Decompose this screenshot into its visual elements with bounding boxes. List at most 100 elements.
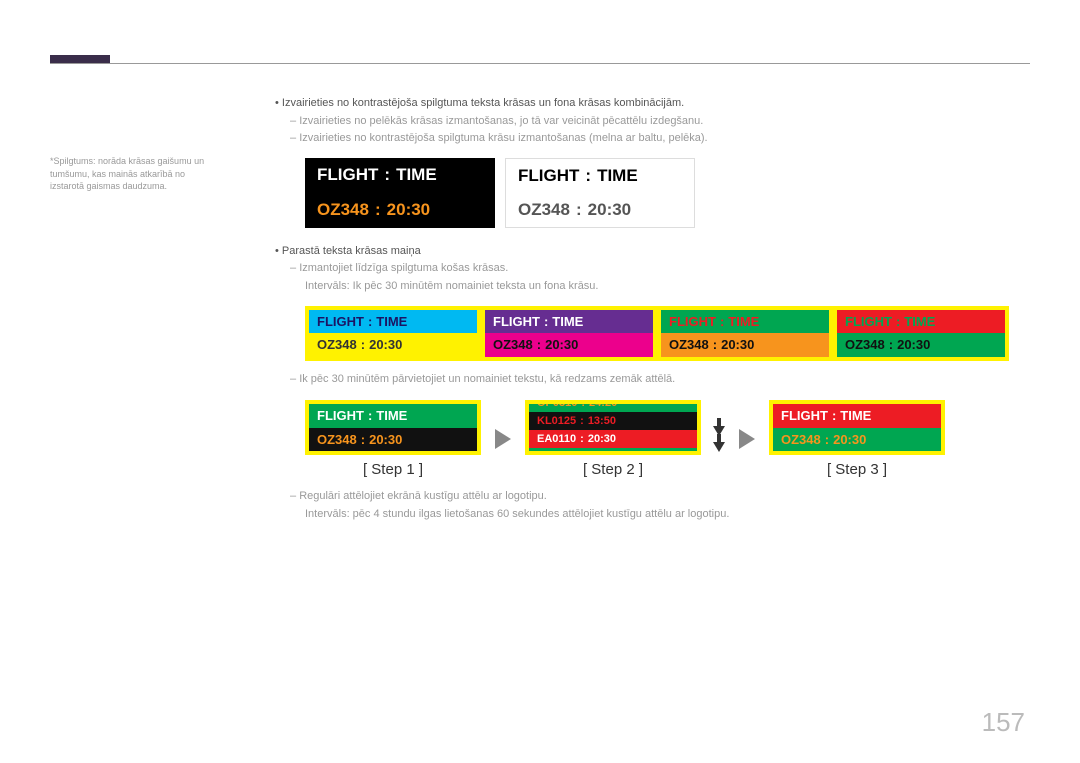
s: :	[580, 415, 584, 427]
t: 13:50	[588, 415, 616, 427]
l: OZ348	[317, 337, 357, 352]
step1-board: FLIGHT:TIME OZ348:20:30	[305, 400, 481, 455]
code: OZ348	[518, 200, 570, 220]
bullet-subsub: Intervāls: pēc 4 stundu ilgas lietošanas…	[265, 506, 1045, 524]
s: :	[361, 337, 365, 352]
divider	[50, 63, 1030, 64]
time: 20:30	[387, 200, 430, 220]
l: FLIGHT	[845, 314, 892, 329]
s: :	[368, 314, 372, 329]
l: OZ348	[669, 337, 709, 352]
l: OZ348	[317, 432, 357, 447]
bullet-block-2: Parastā teksta krāsas maiņa Izmantojiet …	[265, 243, 1045, 296]
bullet-subsub: Intervāls: Ik pēc 30 minūtēm nomainiet t…	[265, 278, 1045, 296]
mini-board-3: FLIGHT:TIME OZ348:20:30	[657, 306, 833, 361]
contrast-example-boards: FLIGHT:TIME OZ348:20:30 FLIGHT:TIME OZ34…	[305, 158, 1045, 228]
l: FLIGHT	[317, 314, 364, 329]
bullet-line: Parastā teksta krāsas maiņa	[265, 243, 1045, 261]
brightness-footnote: *Spilgtums: norāda krāsas gaišumu un tum…	[50, 155, 220, 193]
page-number: 157	[982, 707, 1025, 738]
step-1: FLIGHT:TIME OZ348:20:30 [ Step 1 ]	[305, 400, 481, 478]
step-3: FLIGHT:TIME OZ348:20:30 [ Step 3 ]	[769, 400, 945, 478]
bullet-sub: Izmantojiet līdzīga spilgtuma košas krās…	[265, 260, 1045, 278]
s: :	[581, 400, 585, 409]
scroll-arrows	[713, 426, 725, 452]
sep: :	[585, 166, 591, 186]
s: :	[580, 433, 584, 445]
c: KL0125	[537, 415, 576, 427]
t: 16:50	[588, 451, 616, 455]
arrow-right-icon	[495, 429, 511, 449]
bullet-block-4: Regulāri attēlojiet ekrānā kustīgu attēl…	[265, 488, 1045, 523]
s: :	[368, 408, 372, 423]
r: TIME	[376, 314, 407, 329]
s: :	[889, 337, 893, 352]
c: OP0310	[537, 400, 577, 409]
s: :	[361, 432, 365, 447]
r: TIME	[904, 314, 935, 329]
code: OZ348	[317, 200, 369, 220]
bullet-block-3: Ik pēc 30 minūtēm pārvietojiet un nomain…	[265, 371, 1045, 389]
bullet-block-1: Izvairieties no kontrastējoša spilgtuma …	[265, 95, 1045, 148]
sep: :	[375, 200, 381, 220]
l: OZ348	[493, 337, 533, 352]
r: 20:30	[833, 432, 866, 447]
t: 20:30	[588, 433, 616, 445]
r: TIME	[728, 314, 759, 329]
t: 24:20	[589, 400, 617, 409]
label-flight: FLIGHT	[317, 165, 378, 185]
l: FLIGHT	[317, 408, 364, 423]
r: 20:30	[721, 337, 754, 352]
board-light: FLIGHT:TIME OZ348:20:30	[505, 158, 695, 228]
r: 20:30	[369, 337, 402, 352]
sep: :	[384, 165, 390, 185]
label-time: TIME	[597, 166, 638, 186]
r: 20:30	[897, 337, 930, 352]
c: EA0110	[537, 433, 576, 445]
s: :	[896, 314, 900, 329]
steps-row: FLIGHT:TIME OZ348:20:30 [ Step 1 ] OP031…	[305, 400, 1045, 478]
board-dark: FLIGHT:TIME OZ348:20:30	[305, 158, 495, 228]
r: TIME	[376, 408, 407, 423]
l: FLIGHT	[493, 314, 540, 329]
r: TIME	[552, 314, 583, 329]
step-label: [ Step 3 ]	[827, 461, 887, 478]
bullet-line: Izvairieties no kontrastējoša spilgtuma …	[265, 95, 1045, 113]
s: :	[832, 408, 836, 423]
mini-board-4: FLIGHT:TIME OZ348:20:30	[833, 306, 1009, 361]
sep: :	[576, 200, 582, 220]
bullet-sub: Ik pēc 30 minūtēm pārvietojiet un nomain…	[265, 371, 1045, 389]
step-2: OP0310:24:20 KL0125:13:50 EA0110:20:30 K…	[525, 400, 701, 478]
s: :	[713, 337, 717, 352]
time: 20:30	[588, 200, 631, 220]
mini-board-2: FLIGHT:TIME OZ348:20:30	[481, 306, 657, 361]
r: 20:30	[545, 337, 578, 352]
l: OZ348	[781, 432, 821, 447]
main-content: Izvairieties no kontrastējoša spilgtuma …	[265, 95, 1045, 523]
label-flight: FLIGHT	[518, 166, 579, 186]
arrow-down-icon	[713, 442, 725, 452]
l: FLIGHT	[669, 314, 716, 329]
s: :	[544, 314, 548, 329]
bullet-sub: Regulāri attēlojiet ekrānā kustīgu attēl…	[265, 488, 1045, 506]
s: :	[825, 432, 829, 447]
color-combo-row: FLIGHT:TIME OZ348:20:30 FLIGHT:TIME OZ34…	[305, 306, 1045, 361]
step2-scroll-board: OP0310:24:20 KL0125:13:50 EA0110:20:30 K…	[525, 400, 701, 455]
label-time: TIME	[396, 165, 437, 185]
step-label: [ Step 2 ]	[583, 461, 643, 478]
s: :	[580, 451, 584, 455]
bullet-sub: Izvairieties no kontrastējoša spilgtuma …	[265, 130, 1045, 148]
r: 20:30	[369, 432, 402, 447]
section-marker	[50, 55, 110, 63]
c: KL0025	[537, 451, 576, 455]
s: :	[720, 314, 724, 329]
l: OZ348	[845, 337, 885, 352]
step-label: [ Step 1 ]	[363, 461, 423, 478]
r: TIME	[840, 408, 871, 423]
mini-board-1: FLIGHT:TIME OZ348:20:30	[305, 306, 481, 361]
arrow-right-icon	[739, 429, 755, 449]
s: :	[537, 337, 541, 352]
l: FLIGHT	[781, 408, 828, 423]
bullet-sub: Izvairieties no pelēkās krāsas izmantoša…	[265, 113, 1045, 131]
step3-board: FLIGHT:TIME OZ348:20:30	[769, 400, 945, 455]
